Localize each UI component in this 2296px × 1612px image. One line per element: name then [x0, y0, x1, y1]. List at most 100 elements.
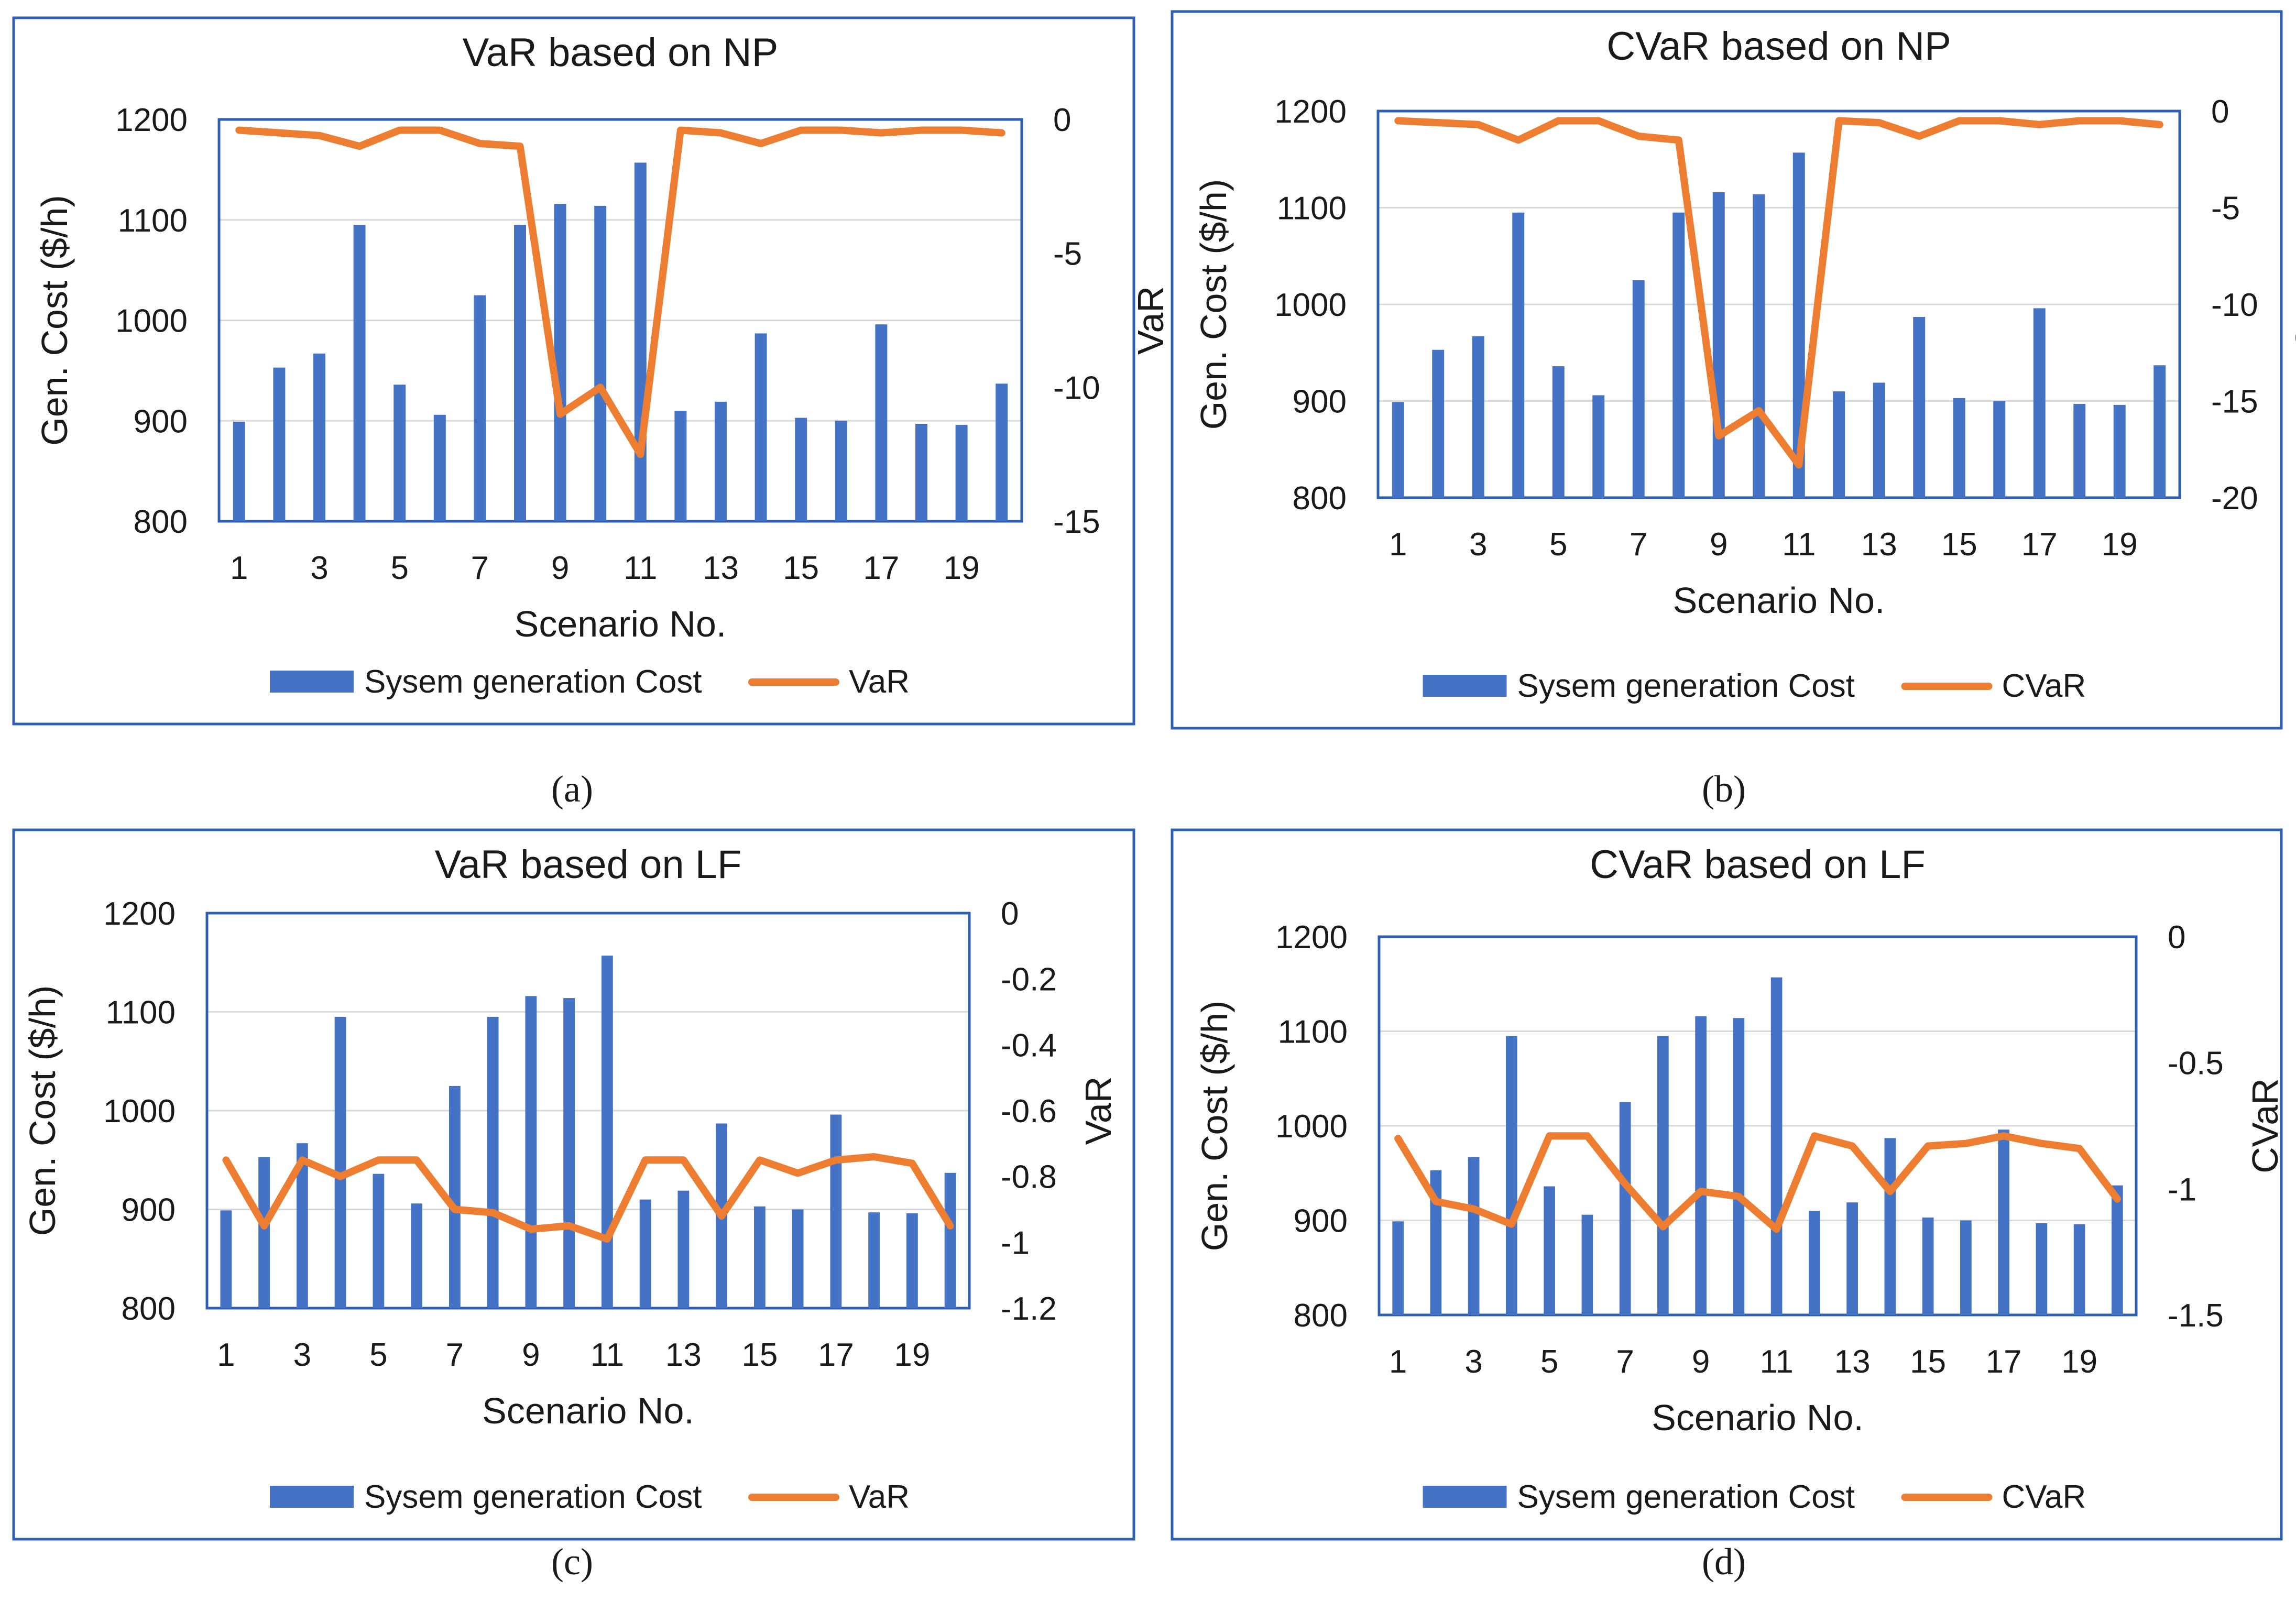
bar	[601, 956, 613, 1308]
x-tick-label: 7	[471, 550, 489, 586]
bar	[563, 998, 575, 1308]
y2-axis-title: VaR	[1130, 286, 1171, 355]
x-tick-label: 19	[2061, 1344, 2097, 1380]
x-tick-label: 13	[1861, 527, 1897, 563]
y-tick-label: 1000	[1274, 287, 1347, 323]
bar	[1672, 212, 1685, 498]
bar	[1846, 1202, 1858, 1315]
y2-tick-label: -15	[1053, 504, 1100, 540]
y-tick-label: 1200	[1274, 94, 1347, 130]
bar	[1619, 1102, 1631, 1315]
bar	[1922, 1218, 1934, 1315]
x-axis-title: Scenario No.	[515, 604, 727, 644]
y-tick-label: 1200	[115, 102, 188, 138]
y-tick-label: 900	[122, 1192, 176, 1229]
y-tick-label: 1100	[1278, 1014, 1348, 1050]
panel-caption: (b)	[1702, 768, 1746, 810]
chart-title: CVaR based on NP	[1606, 24, 1951, 69]
bar	[1581, 1214, 1593, 1315]
bar	[1733, 1018, 1745, 1315]
x-tick-label: 17	[1986, 1344, 2022, 1380]
bar	[220, 1210, 232, 1308]
bar	[868, 1212, 880, 1308]
y2-tick-label: -0.2	[1001, 962, 1057, 998]
bar	[1657, 1036, 1669, 1315]
x-tick-label: 9	[522, 1337, 540, 1373]
x-tick-label: 15	[783, 550, 819, 586]
bar	[474, 295, 486, 521]
bar	[996, 383, 1008, 521]
y-axis-title: Gen. Cost ($/h)	[1194, 1001, 1235, 1252]
legend-swatch-bar	[1423, 675, 1507, 697]
bar	[1873, 382, 1885, 498]
y2-tick-label: -0.5	[2168, 1046, 2224, 1082]
bar	[1592, 395, 1605, 498]
plot-area	[217, 118, 1023, 523]
panel-caption: (d)	[1702, 1541, 1746, 1583]
bar	[715, 401, 727, 521]
x-tick-label: 7	[1616, 1344, 1634, 1380]
y2-tick-label: -0.8	[1001, 1159, 1057, 1196]
bar	[1512, 212, 1525, 498]
x-tick-label: 15	[1941, 527, 1977, 563]
x-tick-label: 17	[818, 1337, 854, 1373]
bar	[1998, 1130, 2009, 1315]
x-tick-label: 5	[369, 1337, 387, 1373]
bar	[2036, 1223, 2048, 1315]
y2-tick-label: -20	[2211, 480, 2258, 517]
bar	[353, 225, 366, 521]
y2-axis-title: VaR	[1078, 1077, 1119, 1145]
bar	[2073, 1224, 2085, 1315]
bar	[835, 421, 847, 521]
chart-frame	[1171, 828, 2283, 1541]
x-tick-label: 13	[665, 1337, 702, 1373]
x-tick-label: 1	[217, 1337, 235, 1373]
bar	[1695, 1016, 1707, 1315]
legend-swatch-bar	[270, 1486, 354, 1508]
bar	[1833, 391, 1845, 498]
y2-tick-label: -1	[2168, 1171, 2196, 1208]
bar	[1753, 194, 1765, 498]
bar	[1809, 1211, 1820, 1315]
legend: Sysem generation Cost VaR	[270, 1479, 910, 1515]
y-axis-title: Gen. Cost ($/h)	[22, 985, 63, 1236]
bar	[2153, 365, 2166, 498]
bar	[1552, 366, 1565, 498]
y-tick-label: 1200	[1275, 919, 1348, 956]
bar	[1468, 1157, 1480, 1315]
x-axis-title: Scenario No.	[1652, 1397, 1864, 1438]
bar	[1953, 398, 1965, 498]
bar	[273, 367, 286, 521]
bar	[487, 1016, 499, 1308]
chart-panel-c: VaR based on LF 1200 1100 1000 900 800 0 -0.2 -0…	[12, 828, 1135, 1541]
panel-caption: (a)	[551, 768, 593, 810]
bar	[594, 205, 607, 521]
bar	[233, 422, 245, 521]
bar	[634, 162, 647, 521]
x-tick-label: 5	[1540, 1344, 1558, 1380]
x-tick-label: 11	[591, 1337, 624, 1373]
bar	[1506, 1036, 1517, 1315]
line-series	[235, 126, 1005, 458]
bar	[2073, 404, 2086, 498]
x-axis-title: Scenario No.	[482, 1390, 694, 1431]
bar	[514, 225, 526, 521]
bar	[1432, 349, 1445, 498]
x-tick-label: 3	[1464, 1344, 1482, 1380]
y2-tick-label: -0.4	[1001, 1027, 1057, 1063]
y2-tick-label: -0.6	[1001, 1093, 1057, 1130]
y2-tick-label: -15	[2211, 384, 2258, 420]
bar	[792, 1209, 804, 1308]
bar	[944, 1172, 956, 1308]
y2-tick-label: -1.2	[1001, 1291, 1057, 1327]
x-tick-label: 5	[390, 550, 408, 586]
y-tick-label: 900	[1293, 384, 1347, 420]
bar	[1392, 402, 1404, 498]
legend-label-line: VaR	[849, 664, 910, 700]
y-tick-label: 1100	[1277, 191, 1347, 227]
bar	[296, 1143, 308, 1308]
bar	[1430, 1170, 1442, 1315]
legend-label-bar: Sysem generation Cost	[364, 1479, 702, 1515]
x-tick-label: 9	[1710, 527, 1728, 563]
